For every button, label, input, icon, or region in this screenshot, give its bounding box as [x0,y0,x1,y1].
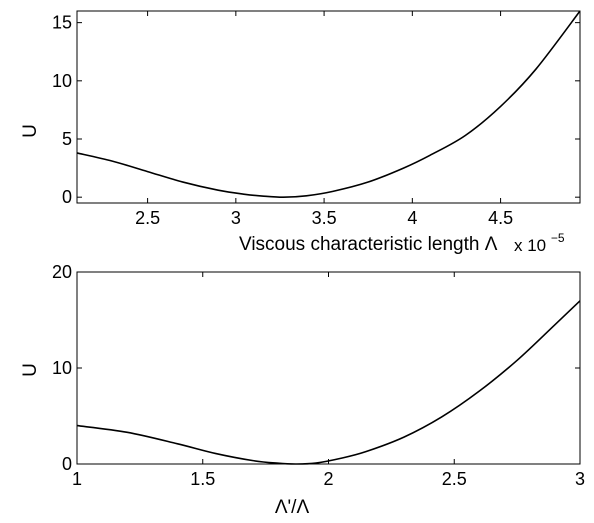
top-x-tick-label: 2.5 [135,208,160,228]
bottom-y-tick-label: 20 [52,262,72,282]
bottom-y-tick-label: 10 [52,358,72,378]
bottom-plot-area [76,271,581,465]
bottom-x-axis-label: Λ'/Λ [275,497,310,518]
bottom-x-tick-label: 2.5 [442,469,467,489]
bottom-y-tick-label: 0 [62,454,72,474]
top-y-tick-label: 15 [52,13,72,33]
bottom-x-tick-label: 3 [575,469,585,489]
bottom-series-line [76,300,581,465]
bottom-x-tick-label: 1 [72,469,82,489]
top-x-tick-label: 3.5 [312,208,337,228]
top-x-tick-labels: 2.5 3 3.5 4 4.5 [135,208,513,228]
top-y-tick-label: 0 [62,187,72,207]
top-x-tick-label: 4.5 [488,208,513,228]
top-x-axis-label: Viscous characteristic length Λ [239,234,498,255]
top-y-tick-label: 10 [52,71,72,91]
bottom-y-tick-labels: 0 10 20 [52,262,72,474]
top-x-exponent-power: −5 [551,231,565,245]
top-ticks [77,11,580,203]
top-x-exponent: x 10 −5 [514,231,565,255]
top-y-tick-label: 5 [62,129,72,149]
bottom-x-tick-label: 1.5 [190,469,215,489]
top-y-axis-label: U [20,124,41,138]
top-y-tick-labels: 0 5 10 15 [52,13,72,208]
bottom-x-tick-label: 2 [323,469,333,489]
bottom-ticks [76,271,581,465]
top-x-tick-label: 4 [407,208,417,228]
bottom-chart: 1 1.5 2 2.5 3 0 10 20 Λ'/Λ U [20,262,585,518]
top-series-line [76,10,581,198]
bottom-y-axis-label: U [20,363,41,377]
top-plot-area [76,10,581,204]
top-chart: 2.5 3 3.5 4 4.5 0 5 10 15 Viscous characteristi… [20,10,581,255]
bottom-x-tick-labels: 1 1.5 2 2.5 3 [72,469,585,489]
top-x-exponent-base: x 10 [514,236,546,255]
top-x-tick-label: 3 [231,208,241,228]
